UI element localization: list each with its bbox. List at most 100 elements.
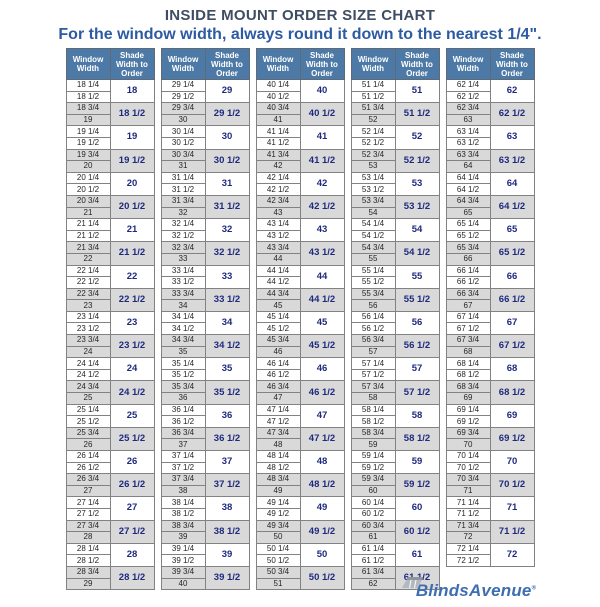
window-width-cell: 29 1/2	[160, 90, 206, 104]
window-width-cell: 29 1/4	[160, 79, 206, 92]
window-width-cell: 26 1/4	[65, 450, 111, 463]
window-width-cell: 63 3/4	[445, 148, 491, 162]
shade-width-cell: 65 1/2	[489, 241, 535, 266]
window-width-cell: 51	[255, 577, 301, 591]
window-width-cell: 25	[65, 392, 111, 405]
window-width-cell: 26 1/2	[65, 461, 111, 475]
shade-width-cell: 21	[109, 218, 155, 243]
window-width-cell: 68 1/4	[445, 357, 491, 370]
shade-width-cell: 49	[299, 496, 345, 521]
shade-width-cell: 42	[299, 171, 345, 196]
shade-width-cell: 58 1/2	[394, 426, 440, 452]
window-width-cell: 36 1/2	[160, 415, 206, 428]
shade-width-cell: 18	[109, 78, 155, 104]
window-width-cell: 52	[350, 113, 396, 127]
window-width-cell: 21 1/4	[65, 218, 111, 231]
shade-width-cell: 51 1/2	[394, 102, 440, 127]
shade-width-cell: 69 1/2	[489, 426, 535, 452]
shade-width-cell: 27	[109, 496, 155, 521]
shade-width-header: Shade Width to Order	[204, 48, 250, 80]
window-width-cell: 70	[445, 438, 491, 451]
window-width-cell: 29	[65, 577, 111, 591]
window-width-cell: 60 1/2	[350, 507, 396, 521]
window-width-cell: 31	[160, 160, 206, 173]
shade-width-cell: 40 1/2	[299, 102, 345, 127]
window-width-cell: 49 3/4	[255, 519, 301, 533]
window-width-cell: 38	[160, 484, 206, 498]
window-width-cell: 18 3/4	[65, 102, 111, 115]
window-width-cell: 57 3/4	[350, 380, 396, 394]
window-width-cell: 48 1/4	[255, 450, 301, 463]
window-width-cell: 34 1/4	[160, 310, 206, 324]
window-width-cell: 29 3/4	[160, 102, 206, 115]
window-width-cell: 60 1/4	[350, 496, 396, 509]
window-width-cell: 68 1/2	[445, 368, 491, 382]
shade-width-cell: 61	[394, 542, 440, 567]
shade-width-cell: 59	[394, 449, 440, 475]
window-width-cell: 45 1/4	[255, 310, 301, 324]
window-width-cell: 63 1/2	[445, 136, 491, 150]
window-width-header: Window Width	[350, 48, 396, 80]
window-width-cell: 55 1/4	[350, 264, 396, 278]
window-width-header: Window Width	[65, 48, 111, 80]
window-width-cell: 20 1/2	[65, 183, 111, 196]
window-width-cell: 66 3/4	[445, 287, 491, 301]
window-width-cell: 46 1/4	[255, 357, 301, 370]
shade-width-cell: 33 1/2	[204, 287, 250, 312]
window-width-cell: 43 1/2	[255, 229, 301, 243]
window-width-cell: 43	[255, 206, 301, 220]
window-width-cell: 47 1/2	[255, 415, 301, 428]
window-width-cell: 30 1/4	[160, 125, 206, 138]
shade-width-cell: 41 1/2	[299, 148, 345, 173]
window-width-cell: 59 3/4	[350, 473, 396, 486]
window-width-cell: 44	[255, 252, 301, 266]
window-width-cell: 56 1/4	[350, 310, 396, 324]
window-width-cell: 22 1/2	[65, 276, 111, 289]
window-width-cell: 55 3/4	[350, 287, 396, 301]
window-width-cell: 28	[65, 531, 111, 544]
window-width-cell: 25 1/2	[65, 415, 111, 428]
window-width-cell: 20 1/4	[65, 171, 111, 185]
window-width-cell: 44 1/4	[255, 264, 301, 278]
shade-width-cell: 52 1/2	[394, 148, 440, 173]
shade-width-cell: 38	[204, 496, 250, 521]
window-width-cell: 66	[445, 252, 491, 266]
shade-width-cell: 56	[394, 310, 440, 336]
window-width-cell: 42 3/4	[255, 194, 301, 208]
window-width-cell: 55	[350, 252, 396, 266]
shade-width-cell: 56 1/2	[394, 334, 440, 359]
size-chart-group-4: Window Width Shade Width to Order 51 1/4 51…	[350, 48, 440, 591]
window-width-cell: 58 1/4	[350, 403, 396, 417]
size-chart-group-2: Window Width Shade Width to Order 29 1/4 29…	[160, 48, 250, 591]
window-width-cell: 62 1/2	[445, 90, 491, 104]
window-width-cell: 23 3/4	[65, 334, 111, 347]
window-width-cell: 38 1/2	[160, 507, 206, 521]
shade-width-cell: 64 1/2	[489, 194, 535, 220]
window-width-cell: 50 1/2	[255, 554, 301, 567]
shade-width-cell: 68	[489, 357, 535, 382]
window-width-cell: 32 1/4	[160, 218, 206, 231]
size-chart-group-5: Window Width Shade Width to Order 62 1/4 62…	[445, 48, 535, 567]
window-width-cell: 33 3/4	[160, 287, 206, 301]
window-width-cell: 53	[350, 160, 396, 173]
window-width-cell: 39 3/4	[160, 565, 206, 579]
shade-width-cell: 37	[204, 449, 250, 475]
window-width-cell: 65	[445, 206, 491, 220]
shade-width-cell: 34	[204, 310, 250, 336]
window-width-cell: 60 3/4	[350, 519, 396, 533]
window-width-cell: 49	[255, 484, 301, 498]
shade-width-cell: 63	[489, 125, 535, 150]
shade-width-cell: 21 1/2	[109, 241, 155, 266]
window-width-cell: 72 1/2	[445, 554, 491, 567]
window-width-cell: 58	[350, 392, 396, 405]
window-width-cell: 69 1/2	[445, 415, 491, 428]
shade-width-cell: 63 1/2	[489, 148, 535, 173]
window-width-cell: 51 1/4	[350, 79, 396, 92]
window-width-cell: 54 1/2	[350, 229, 396, 243]
window-width-cell: 30	[160, 113, 206, 127]
window-width-cell: 53 1/4	[350, 171, 396, 185]
window-width-cell: 44 1/2	[255, 276, 301, 289]
page-title: INSIDE MOUNT ORDER SIZE CHART	[164, 7, 436, 24]
shade-width-cell: 25	[109, 403, 155, 428]
shade-width-cell: 39 1/2	[204, 565, 250, 591]
